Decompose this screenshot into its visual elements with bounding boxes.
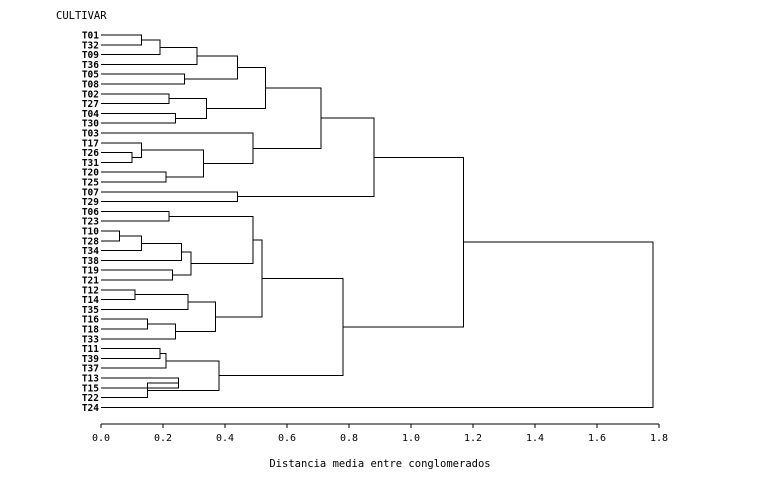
leaf-label-t38: T38: [82, 256, 99, 267]
x-tick-label: 0.4: [216, 433, 234, 444]
leaf-label-t39: T39: [82, 354, 99, 365]
leaf-label-t18: T18: [82, 325, 99, 336]
leaf-label-t37: T37: [82, 364, 99, 375]
leaf-labels: T01T32T09T36T05T08T02T27T04T30T03T17T26T…: [82, 31, 99, 414]
merge-link-5: [184, 55, 238, 80]
leaf-label-t20: T20: [82, 168, 99, 179]
leaf-label-t30: T30: [82, 119, 99, 130]
merge-link-38: [101, 241, 654, 408]
leaf-label-t12: T12: [82, 285, 99, 296]
leaf-label-t16: T16: [82, 315, 99, 326]
merge-link-14: [101, 132, 254, 165]
leaf-label-t15: T15: [82, 383, 99, 394]
merge-link-10: [101, 152, 133, 163]
merge-link-13: [141, 149, 204, 178]
merge-link-32: [101, 353, 167, 369]
merge-link-16: [101, 191, 238, 203]
leaf-label-t23: T23: [82, 217, 99, 228]
leaf-label-t36: T36: [82, 60, 99, 71]
leaf-label-t11: T11: [82, 344, 99, 355]
leaf-label-t33: T33: [82, 334, 99, 345]
x-axis-ticks: 0.0 0.2 0.4 0.6 0.8 1.0 1.2 1.4 1.6 1.8: [92, 424, 668, 444]
leaf-label-t22: T22: [82, 393, 99, 404]
x-tick-label: 0.0: [92, 433, 110, 444]
merge-link-20: [101, 235, 142, 252]
merge-link-30: [215, 239, 263, 318]
merge-link-9: [206, 66, 266, 109]
leaf-label-t25: T25: [82, 178, 99, 189]
merge-link-19: [101, 230, 121, 242]
merge-link-7: [101, 112, 176, 124]
x-tick-label: 0.2: [154, 433, 172, 444]
leaf-label-t13: T13: [82, 374, 99, 385]
leaf-label-t19: T19: [82, 266, 99, 277]
x-axis-title: Distancia media entre conglomerados: [269, 458, 490, 470]
x-tick-label: 1.4: [526, 433, 544, 444]
merge-link-25: [101, 289, 136, 301]
merge-link-28: [101, 323, 176, 340]
merge-link-1: [101, 34, 142, 46]
merge-link-35: [147, 360, 220, 391]
leaf-label-t09: T09: [82, 50, 99, 61]
merge-link-17: [237, 117, 375, 198]
merge-link-12: [101, 171, 167, 183]
leaf-label-t21: T21: [82, 276, 99, 287]
leaf-label-t14: T14: [82, 295, 99, 306]
leaf-label-t07: T07: [82, 187, 99, 198]
leaf-label-t05: T05: [82, 70, 99, 81]
merge-link-4: [101, 73, 186, 85]
merge-link-37: [342, 156, 465, 328]
x-tick-label: 1.0: [402, 433, 420, 444]
merge-link-11: [101, 142, 142, 158]
leaf-label-t01: T01: [82, 31, 99, 42]
merge-link-29: [175, 301, 217, 332]
leaf-label-t28: T28: [82, 236, 99, 247]
merge-link-22: [101, 269, 173, 281]
merge-link-6: [101, 93, 170, 105]
leaf-label-t10: T10: [82, 227, 99, 238]
merge-link-36: [218, 277, 344, 377]
merge-link-27: [101, 318, 148, 330]
merge-link-8: [169, 98, 207, 119]
leaf-label-t35: T35: [82, 305, 99, 316]
leaf-label-t08: T08: [82, 80, 99, 91]
merge-link-2: [101, 39, 161, 56]
leaf-label-t03: T03: [82, 129, 99, 140]
merge-link-18: [101, 210, 170, 222]
dendrogram-links: [101, 34, 654, 408]
leaf-label-t27: T27: [82, 99, 99, 110]
leaf-label-t26: T26: [82, 148, 99, 159]
y-axis-title: CULTIVAR: [56, 10, 107, 22]
x-tick-label: 1.2: [464, 433, 482, 444]
merge-link-26: [101, 294, 189, 310]
leaf-label-t17: T17: [82, 138, 99, 149]
leaf-label-t32: T32: [82, 40, 99, 51]
leaf-label-t34: T34: [82, 246, 99, 257]
leaf-label-t06: T06: [82, 207, 99, 218]
merge-link-31: [101, 348, 161, 359]
x-tick-label: 0.8: [340, 433, 358, 444]
x-tick-label: 1.8: [650, 433, 668, 444]
merge-link-3: [101, 46, 198, 65]
merge-link-15: [252, 87, 322, 149]
leaf-label-t29: T29: [82, 197, 99, 208]
x-tick-label: 1.6: [588, 433, 606, 444]
leaf-label-t04: T04: [82, 109, 99, 120]
x-tick-label: 0.6: [278, 433, 296, 444]
leaf-label-t31: T31: [82, 158, 99, 169]
leaf-label-t24: T24: [82, 403, 99, 414]
leaf-label-t02: T02: [82, 89, 99, 100]
